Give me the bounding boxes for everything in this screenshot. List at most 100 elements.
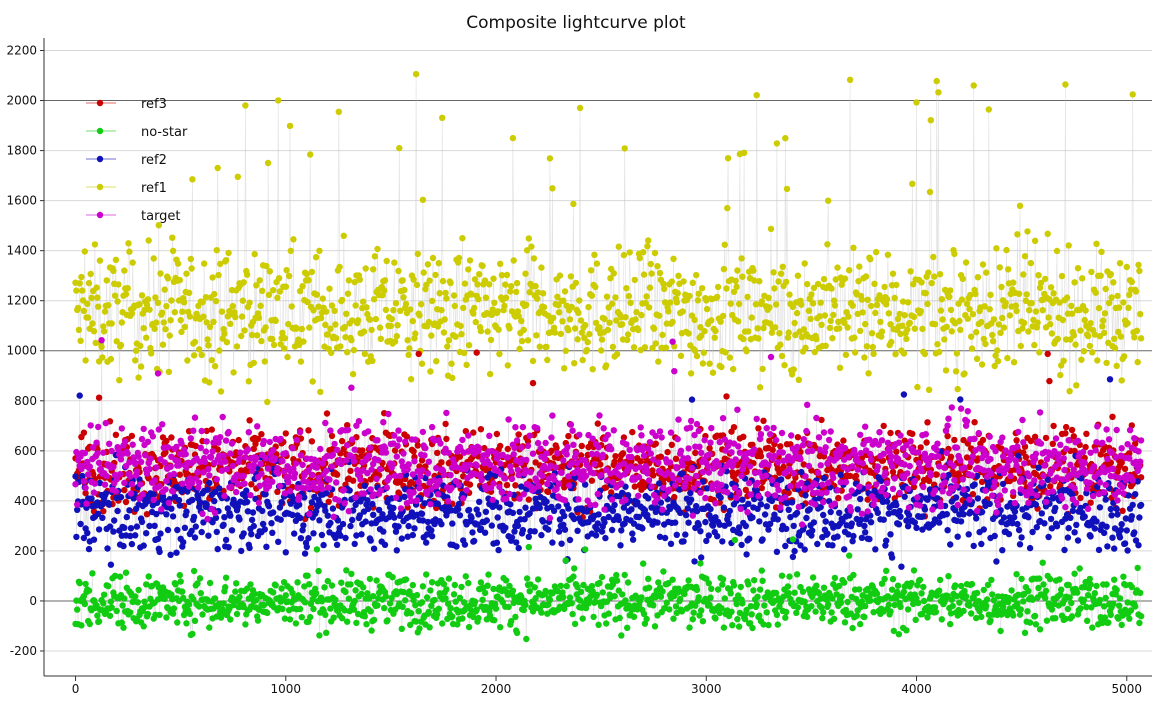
data-point-ref1 [503, 271, 511, 279]
data-point-target [194, 468, 201, 476]
data-point-ref1 [718, 363, 725, 371]
data-point-ref1 [909, 180, 916, 187]
data-point-ref1 [785, 329, 792, 336]
data-point-ref1 [216, 347, 223, 354]
data-point-ref1 [428, 332, 435, 339]
data-point-ref1 [996, 264, 1003, 271]
data-point-target [867, 456, 875, 464]
data-point-target [370, 460, 377, 468]
data-point-ref1 [177, 317, 184, 324]
data-point-ref3 [95, 394, 103, 401]
data-point-ref1 [157, 270, 164, 277]
data-point-ref1 [137, 363, 145, 370]
data-point-target [603, 466, 610, 474]
data-point-target [245, 429, 252, 436]
data-point-target [770, 424, 777, 432]
data-point-target [825, 436, 833, 444]
data-point-ref1 [644, 243, 651, 250]
data-point-target [1033, 492, 1041, 499]
data-point-target [218, 467, 226, 474]
data-point-target [768, 476, 776, 484]
data-point-ref1 [150, 255, 157, 262]
data-point-target [594, 490, 601, 498]
data-point-ref1 [752, 301, 760, 308]
data-point-target [849, 463, 856, 470]
data-point-ref2 [246, 544, 253, 552]
data-point-ref3 [979, 436, 987, 444]
data-point-ref1 [362, 265, 369, 272]
data-point-ref1 [488, 311, 495, 318]
data-point-ref1 [203, 319, 210, 326]
data-point-ref1 [498, 272, 506, 279]
data-point-ref1 [834, 264, 841, 271]
data-point-ref1 [783, 185, 791, 193]
data-point-target [655, 459, 662, 466]
data-point-ref1 [918, 279, 925, 286]
data-point-ref1 [581, 334, 588, 341]
data-point-ref1 [523, 301, 530, 309]
data-point-ref1 [448, 360, 455, 367]
data-point-ref1 [1131, 334, 1138, 341]
data-point-target [398, 458, 405, 465]
series-line-ref1 [75, 74, 1142, 403]
data-point-target [430, 476, 437, 484]
data-point-target [402, 438, 409, 445]
data-point-target [645, 445, 652, 452]
data-point-ref1 [739, 273, 746, 280]
data-point-ref2 [502, 524, 509, 531]
data-point-ref1 [807, 315, 814, 323]
data-point-ref2 [654, 519, 661, 526]
data-point-ref1 [331, 307, 338, 314]
data-point-ref3 [443, 435, 450, 443]
data-point-target [1007, 472, 1014, 480]
data-point-ref2 [862, 529, 869, 536]
data-point-target [319, 460, 326, 467]
data-point-ref3 [347, 467, 354, 475]
data-point-ref1 [648, 270, 655, 277]
data-point-ref1 [510, 257, 517, 264]
data-point-ref1 [808, 291, 815, 298]
data-point-ref2 [971, 481, 978, 488]
data-point-ref1 [620, 251, 628, 259]
data-point-target [728, 449, 735, 456]
data-point-target [520, 491, 527, 498]
data-point-ref1 [723, 285, 730, 292]
data-point-target [896, 489, 903, 497]
data-point-ref1 [701, 328, 708, 335]
data-point-ref2 [774, 516, 781, 523]
data-point-target [476, 445, 483, 452]
data-point-ref2 [1125, 492, 1132, 499]
data-point-ref3 [947, 453, 955, 460]
data-point-ref1 [1100, 329, 1108, 337]
data-point-ref3 [852, 472, 860, 480]
data-point-target [84, 458, 91, 466]
data-point-ref1 [243, 271, 251, 278]
data-point-target [404, 466, 411, 473]
data-point-ref1 [957, 326, 964, 334]
data-point-target [937, 503, 945, 510]
data-point-ref2 [697, 528, 704, 535]
data-point-ref2 [143, 530, 150, 537]
data-point-ref1 [442, 289, 449, 297]
data-point-target [412, 436, 419, 443]
data-point-ref2 [719, 538, 726, 545]
data-point-target [702, 494, 709, 502]
data-point-ref3 [668, 441, 675, 448]
data-point-ref2 [236, 516, 243, 523]
data-point-ref2 [1100, 529, 1108, 537]
data-point-target [560, 457, 567, 464]
data-point-target [778, 429, 786, 437]
data-point-target [718, 481, 725, 489]
data-point-ref2 [874, 509, 881, 516]
data-point-target [1001, 487, 1008, 494]
data-point-target [960, 486, 967, 493]
data-point-ref3 [951, 436, 958, 444]
data-point-ref1 [382, 306, 390, 314]
data-point-ref1 [642, 299, 649, 307]
data-point-ref1 [217, 260, 224, 268]
data-point-ref3 [438, 459, 445, 466]
data-point-ref2 [565, 505, 572, 512]
data-point-ref2 [404, 533, 411, 540]
data-point-ref3 [692, 449, 699, 457]
data-point-ref1 [603, 362, 610, 369]
